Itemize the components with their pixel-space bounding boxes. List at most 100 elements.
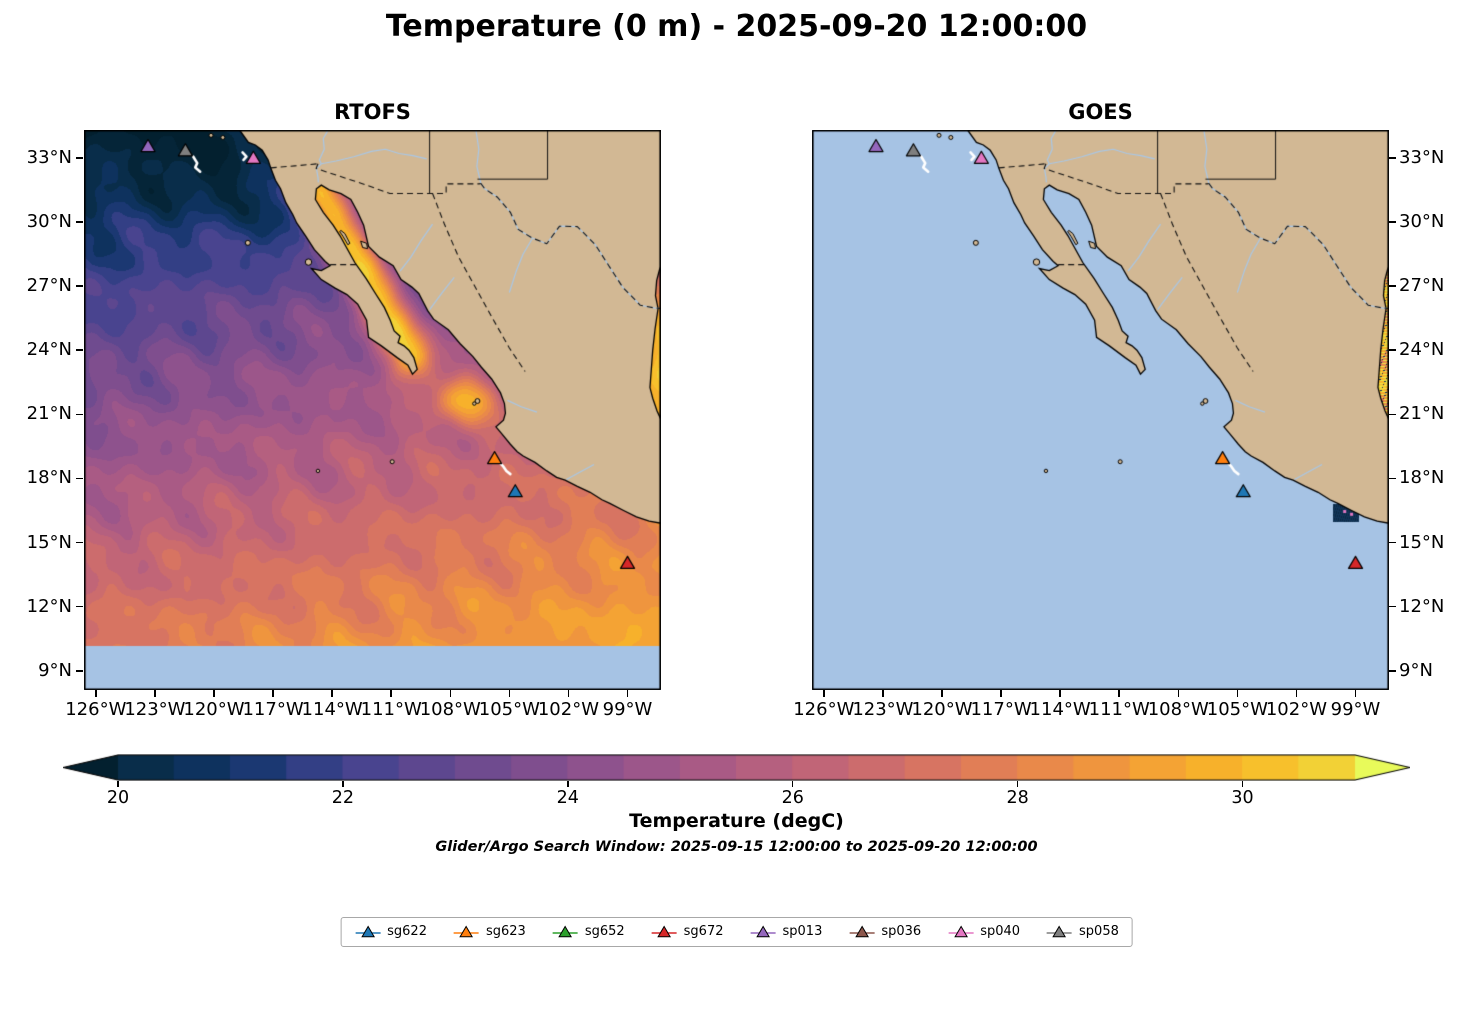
x-tick-label: 111°W bbox=[360, 699, 422, 720]
y-tick-mark bbox=[1389, 413, 1396, 416]
search-window-subtitle: Glider/Argo Search Window: 2025-09-15 12… bbox=[435, 839, 1038, 855]
legend-item-sg623: sg623 bbox=[453, 925, 526, 939]
y-tick-label: 15°N bbox=[1399, 531, 1445, 553]
colorbar-gradient bbox=[63, 754, 1410, 781]
sp013-marker-icon bbox=[750, 925, 776, 938]
legend-label: sg622 bbox=[387, 924, 427, 939]
sp040-marker-icon bbox=[948, 925, 974, 938]
x-tick-mark bbox=[1059, 690, 1061, 697]
y-tick-label: 30°N bbox=[1399, 210, 1445, 232]
legend-label: sp013 bbox=[782, 924, 823, 939]
colorbar-tick-label: 30 bbox=[1231, 788, 1254, 808]
x-tick-mark bbox=[390, 690, 392, 697]
x-tick-label: 123°W bbox=[852, 699, 914, 720]
y-tick-mark bbox=[1389, 605, 1396, 608]
x-tick-mark bbox=[213, 690, 215, 697]
y-tick-mark bbox=[76, 221, 83, 223]
x-tick-label: 99°W bbox=[602, 699, 653, 720]
y-tick-label: 12°N bbox=[26, 595, 72, 617]
rtofs-map bbox=[84, 130, 661, 690]
x-tick-label: 108°W bbox=[1147, 699, 1209, 720]
x-tick-label: 102°W bbox=[1265, 699, 1328, 720]
y-tick-label: 33°N bbox=[1399, 146, 1445, 168]
y-tick-mark bbox=[1389, 477, 1396, 480]
y-tick-label: 9°N bbox=[38, 659, 72, 681]
y-tick-mark bbox=[76, 541, 83, 544]
x-tick-mark bbox=[823, 690, 825, 697]
y-tick-mark bbox=[76, 285, 83, 287]
x-tick-label: 111°W bbox=[1088, 699, 1150, 720]
y-tick-label: 27°N bbox=[26, 275, 72, 297]
x-tick-mark bbox=[1295, 690, 1298, 697]
x-tick-label: 102°W bbox=[537, 699, 600, 720]
colorbar-tick-mark bbox=[567, 781, 569, 787]
colorbar-tick-mark bbox=[342, 781, 344, 787]
y-tick-mark bbox=[76, 605, 83, 608]
legend-item-sp040: sp040 bbox=[947, 925, 1020, 939]
sg652-marker-icon bbox=[552, 925, 578, 938]
legend: sg622 sg623 sg652 sg672 sp013 sp036 sp040 sp058 bbox=[340, 917, 1133, 947]
y-tick-label: 21°N bbox=[1399, 403, 1445, 425]
y-tick-mark bbox=[1389, 285, 1396, 287]
y-tick-label: 27°N bbox=[1399, 275, 1445, 297]
y-tick-label: 12°N bbox=[1399, 595, 1445, 617]
legend-label: sp040 bbox=[980, 924, 1021, 939]
legend-item-sg652: sg652 bbox=[552, 925, 625, 939]
x-tick-mark bbox=[1000, 690, 1002, 697]
legend-item-sp036: sp036 bbox=[848, 925, 921, 939]
sp036-marker-icon bbox=[849, 925, 875, 938]
colorbar-tick-mark bbox=[1016, 781, 1019, 787]
panel-title-rtofs: RTOFS bbox=[334, 100, 411, 124]
legend-item-sg672: sg672 bbox=[651, 925, 724, 939]
x-tick-label: 120°W bbox=[911, 699, 973, 720]
y-tick-label: 30°N bbox=[26, 210, 72, 232]
sg623-marker-icon bbox=[453, 925, 479, 938]
x-tick-label: 120°W bbox=[183, 699, 245, 720]
colorbar-tick-mark bbox=[117, 781, 119, 787]
y-tick-mark bbox=[76, 670, 83, 672]
x-tick-mark bbox=[567, 690, 570, 697]
x-tick-mark bbox=[331, 690, 333, 697]
legend-item-sp058: sp058 bbox=[1046, 925, 1119, 939]
x-tick-label: 126°W bbox=[793, 699, 855, 720]
y-tick-mark bbox=[76, 349, 83, 351]
y-tick-mark bbox=[1389, 349, 1396, 351]
x-tick-label: 114°W bbox=[1029, 699, 1091, 720]
x-tick-mark bbox=[1177, 690, 1180, 697]
y-tick-label: 33°N bbox=[26, 146, 72, 168]
x-tick-mark bbox=[95, 690, 97, 697]
panel-title-goes: GOES bbox=[1068, 100, 1133, 124]
y-tick-mark bbox=[76, 413, 83, 416]
x-tick-mark bbox=[449, 690, 452, 697]
x-tick-mark bbox=[508, 690, 511, 697]
y-tick-label: 21°N bbox=[26, 403, 72, 425]
y-tick-mark bbox=[1389, 541, 1396, 544]
legend-label: sg623 bbox=[485, 924, 526, 939]
colorbar-tick-label: 24 bbox=[556, 788, 579, 808]
y-tick-label: 9°N bbox=[1399, 659, 1433, 681]
legend-label: sg652 bbox=[584, 924, 625, 939]
x-tick-label: 114°W bbox=[301, 699, 363, 720]
x-tick-label: 105°W bbox=[1206, 699, 1268, 720]
colorbar-tick-label: 28 bbox=[1006, 788, 1029, 808]
x-tick-label: 105°W bbox=[478, 699, 540, 720]
legend-item-sp013: sp013 bbox=[750, 924, 823, 939]
x-tick-mark bbox=[1354, 690, 1357, 697]
x-tick-label: 108°W bbox=[419, 699, 481, 720]
legend-label: sp036 bbox=[881, 924, 922, 939]
y-tick-label: 18°N bbox=[1399, 467, 1445, 489]
x-tick-label: 123°W bbox=[124, 699, 186, 720]
x-tick-mark bbox=[626, 690, 629, 697]
y-tick-mark bbox=[1389, 670, 1396, 672]
legend-label: sg672 bbox=[683, 924, 724, 939]
x-tick-mark bbox=[941, 690, 943, 697]
x-tick-mark bbox=[882, 690, 884, 697]
colorbar-label: Temperature (degC) bbox=[629, 810, 844, 832]
y-tick-label: 18°N bbox=[26, 467, 72, 489]
legend-item-sg622: sg622 bbox=[354, 925, 427, 939]
x-tick-label: 117°W bbox=[242, 699, 304, 720]
x-tick-label: 99°W bbox=[1330, 699, 1381, 720]
sg622-marker-icon bbox=[355, 925, 381, 938]
y-tick-label: 24°N bbox=[26, 339, 72, 361]
colorbar-tick-label: 22 bbox=[331, 788, 355, 808]
